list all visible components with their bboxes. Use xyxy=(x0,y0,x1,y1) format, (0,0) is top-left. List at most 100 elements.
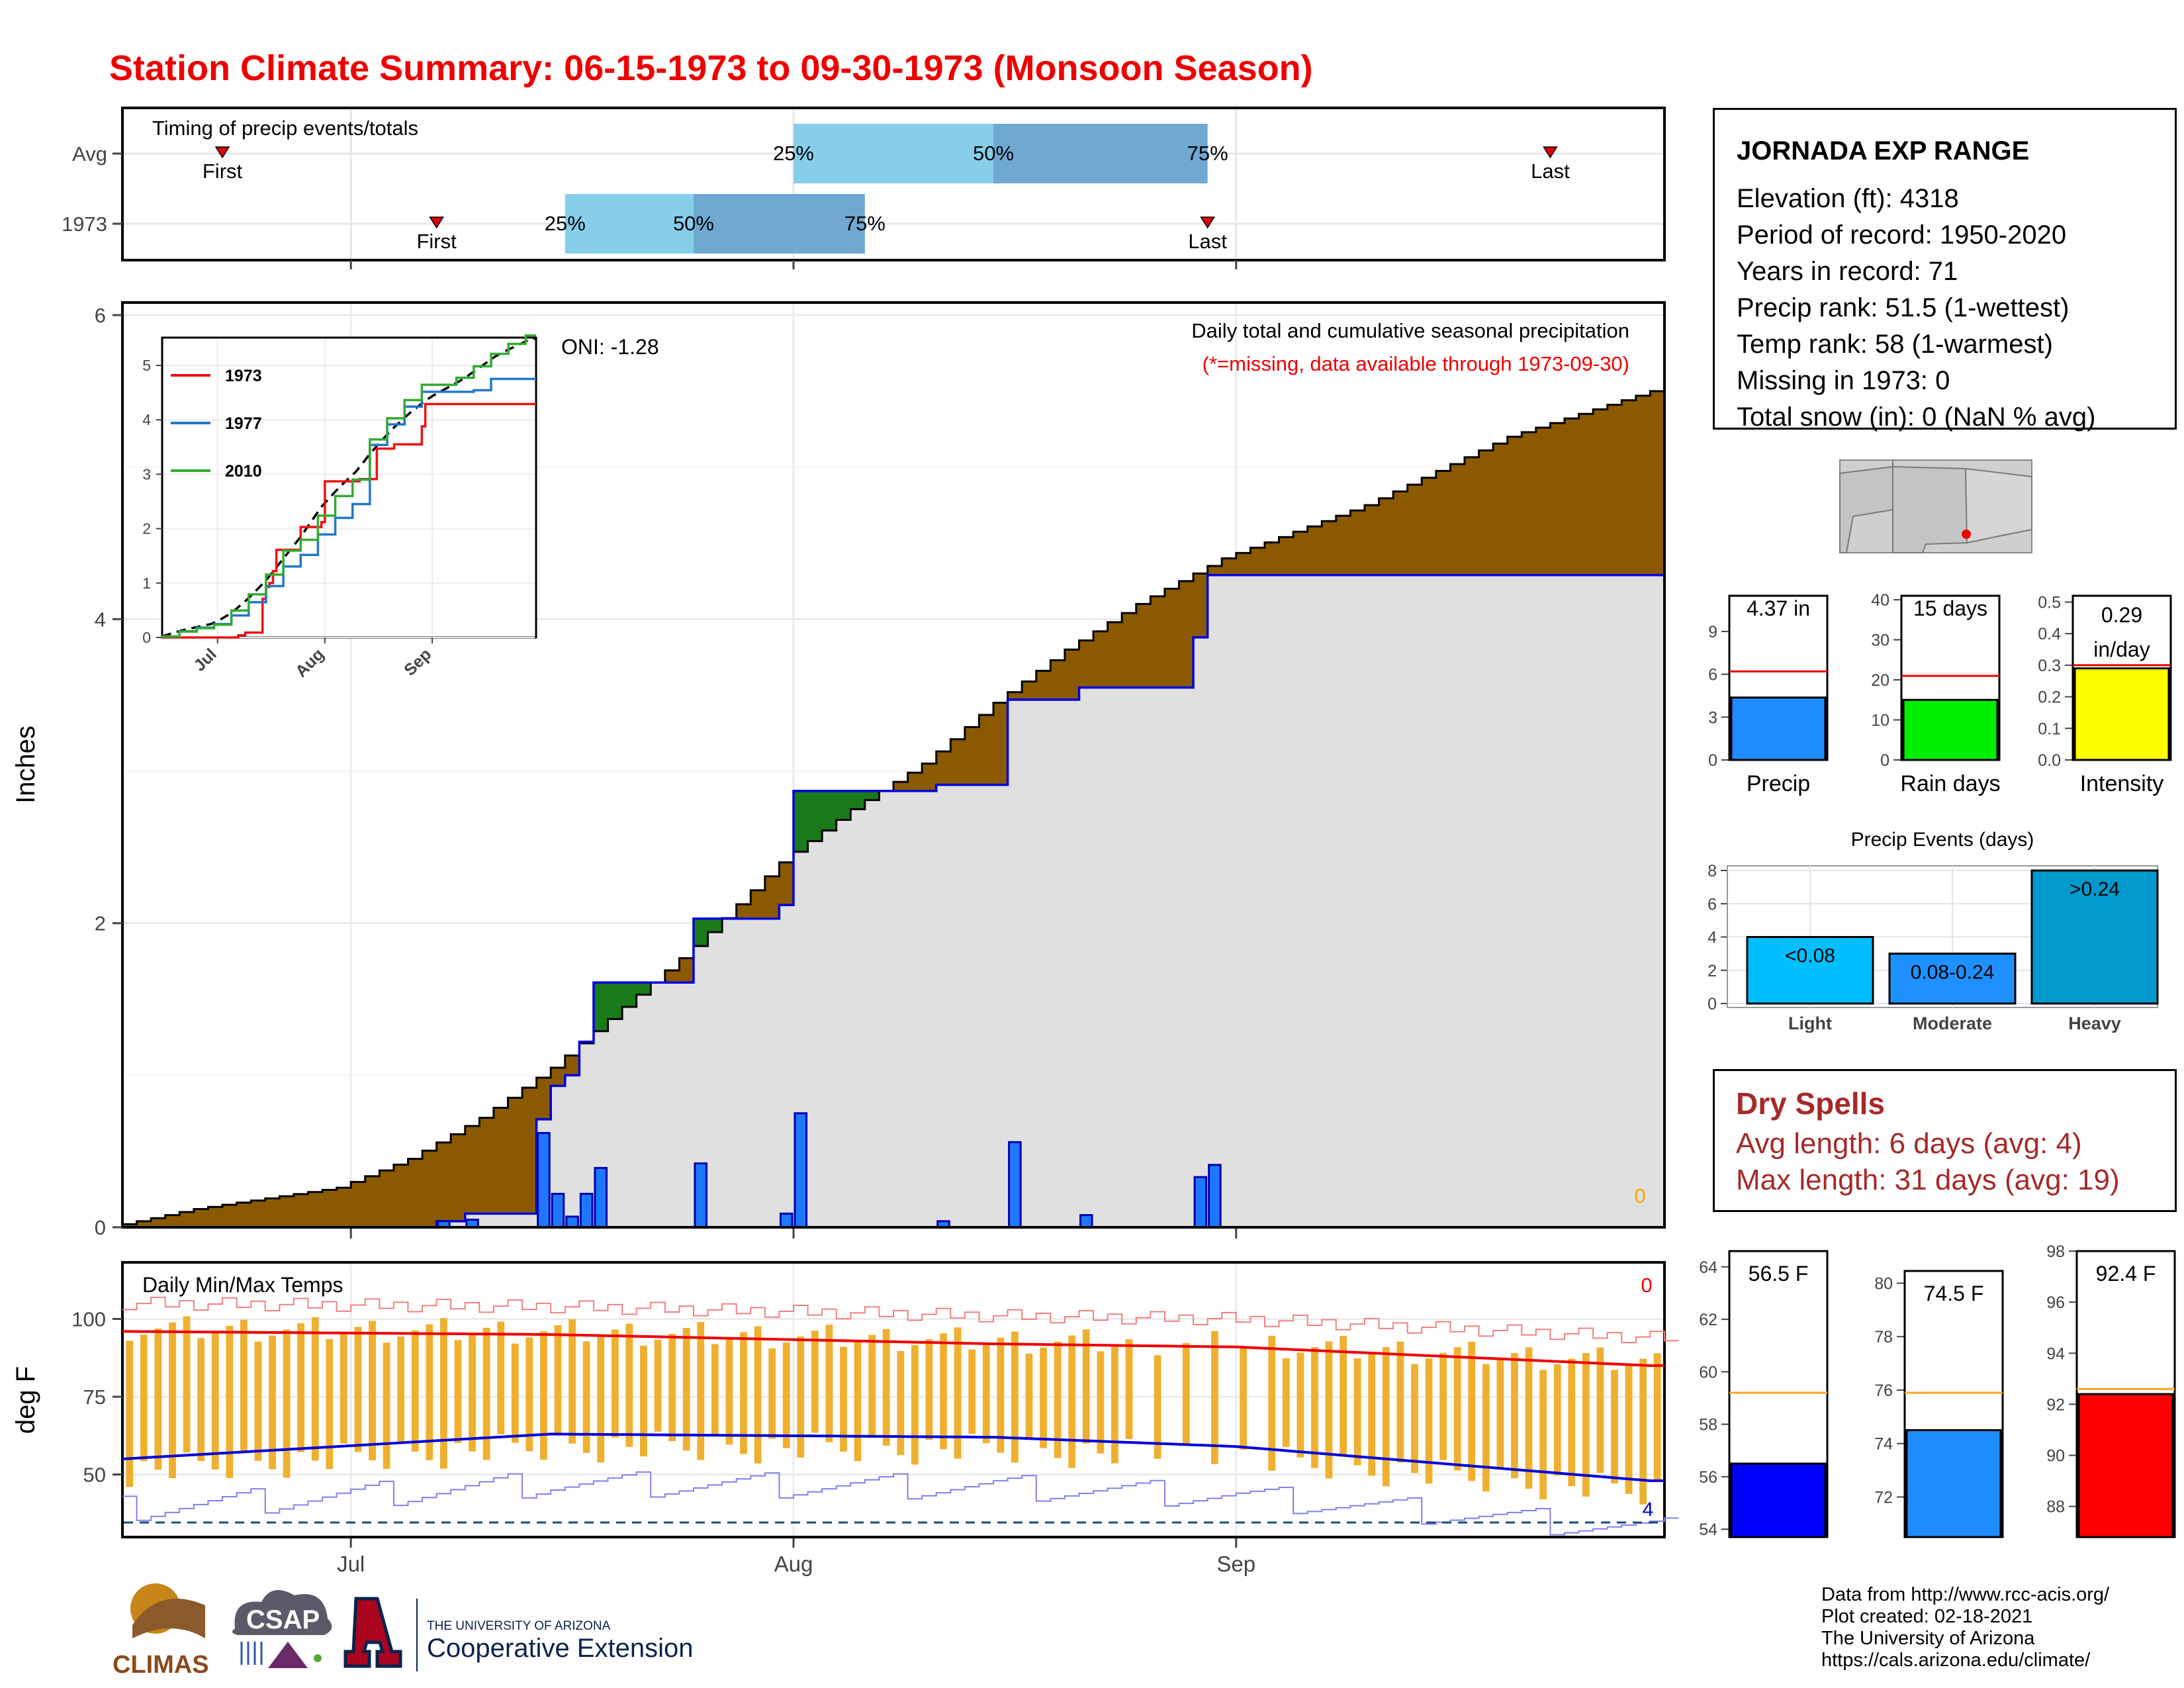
mini-bar-precip xyxy=(1730,696,1827,761)
p75-label: 75% xyxy=(1187,142,1228,165)
difference-fill xyxy=(1150,596,1165,688)
inset-legend-label: 2010 xyxy=(225,462,262,481)
missing-note: (*=missing, data available through 1973-… xyxy=(1203,352,1629,375)
temp-frame xyxy=(121,1261,1666,1538)
daily-temp-range-bar xyxy=(1068,1335,1076,1468)
daily-temp-range-bar xyxy=(868,1335,876,1436)
timing-bar-lower xyxy=(793,124,994,183)
csap-mountain-icon xyxy=(268,1642,308,1668)
difference-fill xyxy=(1507,436,1522,575)
daily-temp-range-bar xyxy=(554,1325,562,1434)
daily-temp-range-bar xyxy=(968,1349,976,1434)
daily-temp-range-bar xyxy=(911,1345,919,1465)
daily-temp-range-bar xyxy=(1211,1331,1218,1464)
difference-fill xyxy=(351,1182,366,1227)
precip-y-tick-label: 0 xyxy=(95,1216,106,1239)
station-missing: Missing in 1973: 0 xyxy=(1737,366,1950,395)
daily-precip-bar xyxy=(694,1162,708,1229)
difference-fill xyxy=(1279,537,1294,575)
credit-org: The University of Arizona xyxy=(1821,1628,2035,1649)
csap-text: CSAP xyxy=(246,1605,320,1634)
temp-bar-y-tick-label: 54 xyxy=(1699,1521,1717,1539)
difference-fill xyxy=(1207,565,1222,575)
daily-temp-range-bar xyxy=(1297,1352,1304,1458)
mini-y-tick-label: 0.3 xyxy=(2038,657,2061,675)
ua-big-text: Cooperative Extension xyxy=(427,1634,693,1663)
difference-fill xyxy=(322,1190,338,1227)
daily-temp-range-bar xyxy=(269,1335,276,1470)
events-y-tick-label: 0 xyxy=(1707,995,1717,1013)
daily-temp-range-bar xyxy=(1382,1347,1390,1487)
first-label: First xyxy=(203,160,243,183)
daily-temp-range-bar xyxy=(954,1327,962,1459)
difference-fill xyxy=(1136,604,1151,688)
timing-bar-upper xyxy=(993,124,1208,183)
inset-legend-label: 1973 xyxy=(225,367,262,385)
mini-value-label: 4.37 in xyxy=(1747,596,1810,620)
daily-temp-range-bar xyxy=(1353,1358,1361,1466)
difference-fill xyxy=(251,1200,266,1227)
daily-temp-range-bar xyxy=(383,1342,390,1470)
daily-temp-range-bar xyxy=(982,1343,990,1444)
inset-y-tick-label: 3 xyxy=(142,465,151,483)
map-state-tx xyxy=(1964,467,2032,544)
temp-y-tick-label: 100 xyxy=(71,1308,106,1331)
temp-bar-y-tick-label: 56 xyxy=(1699,1468,1717,1487)
last-label: Last xyxy=(1531,160,1570,183)
events-y-tick-label: 8 xyxy=(1707,862,1717,880)
daily-temp-range-bar xyxy=(1040,1347,1047,1448)
daily-precip-bar xyxy=(579,1192,594,1229)
temp-bar-y-tick-label: 72 xyxy=(1874,1488,1893,1507)
difference-fill xyxy=(479,1117,494,1214)
dry-spells-box: Dry Spells Avg length: 6 days (avg: 4) M… xyxy=(1713,1069,2177,1212)
ua-small-text: THE UNIVERSITY OF ARIZONA xyxy=(427,1619,611,1633)
map-state-nm xyxy=(1892,465,1968,553)
difference-fill xyxy=(936,751,951,785)
daily-precip-bar xyxy=(565,1215,579,1229)
daily-temp-range-bar xyxy=(940,1333,947,1450)
difference-fill xyxy=(1022,681,1037,700)
difference-fill xyxy=(664,970,680,983)
daily-temp-range-bar xyxy=(1282,1358,1290,1447)
precip-y-tick-label: 4 xyxy=(95,608,106,631)
difference-fill xyxy=(736,904,751,919)
difference-fill xyxy=(465,1126,480,1214)
mini-bar-label: Intensity xyxy=(2080,771,2164,796)
daily-temp-range-bar xyxy=(1011,1331,1019,1463)
difference-fill xyxy=(493,1107,509,1214)
difference-fill xyxy=(679,958,694,983)
inset-y-tick-label: 5 xyxy=(142,357,151,374)
daily-temp-range-bar xyxy=(625,1323,633,1447)
daily-temp-range-bar xyxy=(1468,1341,1476,1481)
daily-temp-range-bar xyxy=(440,1318,447,1469)
daily-temp-range-bar xyxy=(1539,1370,1547,1499)
events-y-tick-label: 6 xyxy=(1707,895,1717,914)
daily-temp-range-bar xyxy=(1568,1358,1576,1487)
inset-series-2010 xyxy=(161,334,536,638)
record-min-line xyxy=(122,1471,1679,1536)
temp-bar-y-tick-label: 96 xyxy=(2046,1293,2065,1312)
difference-fill xyxy=(751,890,766,919)
dry-spells-max: Max length: 31 days (avg: 19) xyxy=(1736,1164,2120,1196)
daily-temp-range-bar xyxy=(1625,1364,1633,1494)
daily-temp-range-bar xyxy=(340,1333,347,1444)
timing-bar-upper xyxy=(693,194,865,254)
difference-fill xyxy=(551,1067,566,1086)
temp-bar-y-tick-label: 94 xyxy=(2046,1344,2065,1363)
difference-fill xyxy=(1578,414,1594,575)
daily-temp-range-bar xyxy=(640,1345,647,1457)
difference-fill xyxy=(864,790,880,800)
tmax-avg-line xyxy=(122,1330,1664,1367)
page-title: Station Climate Summary: 06-15-1973 to 0… xyxy=(109,48,1313,88)
precip-fills xyxy=(122,390,1665,1229)
difference-fill xyxy=(1564,418,1580,575)
climas-logo: CLIMAS xyxy=(113,1583,209,1679)
difference-fill xyxy=(308,1192,323,1227)
daily-precip-bar xyxy=(537,1132,551,1229)
temp-bar-y-tick-label: 90 xyxy=(2046,1447,2065,1466)
difference-fill xyxy=(1635,395,1651,575)
daily-temp-range-bar xyxy=(426,1324,433,1460)
daily-temp-range-bar xyxy=(1482,1364,1490,1492)
timing-row-label: 1973 xyxy=(62,212,107,236)
